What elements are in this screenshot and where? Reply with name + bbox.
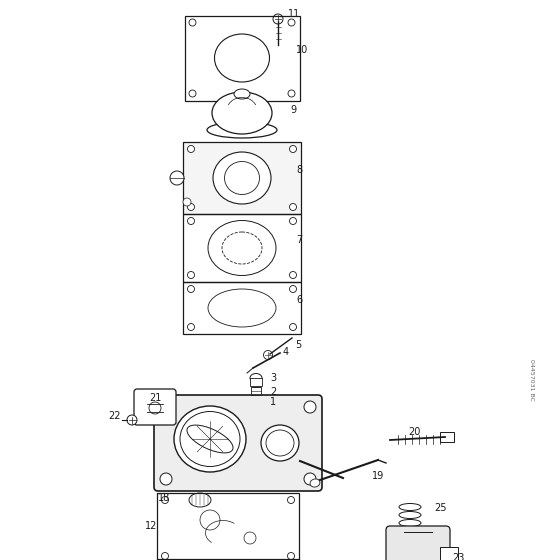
- Text: 23: 23: [452, 553, 464, 560]
- Ellipse shape: [261, 425, 299, 461]
- Text: 6: 6: [296, 295, 302, 305]
- Text: 12: 12: [145, 521, 157, 531]
- Text: 7: 7: [296, 235, 302, 245]
- Circle shape: [273, 14, 283, 24]
- Circle shape: [290, 324, 296, 330]
- Circle shape: [264, 351, 273, 360]
- Ellipse shape: [250, 374, 262, 382]
- Bar: [183, 282, 301, 334]
- Circle shape: [189, 90, 196, 97]
- Text: 5: 5: [295, 340, 301, 350]
- Circle shape: [290, 146, 296, 152]
- Circle shape: [161, 553, 169, 559]
- Circle shape: [290, 286, 296, 292]
- Text: 22: 22: [108, 411, 120, 421]
- Circle shape: [288, 90, 295, 97]
- Ellipse shape: [170, 171, 184, 185]
- Ellipse shape: [213, 152, 271, 204]
- Text: 4: 4: [283, 347, 289, 357]
- Circle shape: [188, 146, 194, 152]
- Ellipse shape: [214, 34, 269, 82]
- Bar: [183, 214, 301, 282]
- Circle shape: [287, 553, 295, 559]
- Circle shape: [149, 402, 161, 414]
- FancyBboxPatch shape: [154, 395, 322, 491]
- Ellipse shape: [174, 406, 246, 472]
- Circle shape: [189, 19, 196, 26]
- Circle shape: [290, 272, 296, 278]
- Ellipse shape: [212, 92, 272, 134]
- Text: 25: 25: [434, 503, 446, 513]
- FancyBboxPatch shape: [386, 526, 450, 560]
- Ellipse shape: [310, 479, 320, 487]
- Text: 2: 2: [270, 387, 276, 397]
- Ellipse shape: [234, 89, 250, 99]
- Circle shape: [183, 198, 191, 206]
- Bar: [251, 387, 261, 399]
- Circle shape: [188, 286, 194, 292]
- Circle shape: [288, 19, 295, 26]
- Ellipse shape: [208, 221, 276, 276]
- Ellipse shape: [245, 398, 267, 407]
- Circle shape: [304, 473, 316, 485]
- Circle shape: [188, 272, 194, 278]
- Text: 8: 8: [296, 165, 302, 175]
- Bar: [183, 142, 301, 214]
- Ellipse shape: [208, 289, 276, 327]
- Text: 21: 21: [149, 393, 161, 403]
- Ellipse shape: [251, 399, 261, 404]
- Circle shape: [127, 415, 137, 425]
- Bar: [157, 493, 299, 560]
- Text: 9: 9: [290, 105, 296, 115]
- Text: 18: 18: [158, 493, 170, 503]
- Text: 19: 19: [372, 471, 384, 481]
- Circle shape: [290, 203, 296, 211]
- Circle shape: [304, 401, 316, 413]
- Circle shape: [188, 217, 194, 225]
- Bar: [157, 559, 299, 560]
- Bar: [440, 547, 458, 560]
- Circle shape: [161, 497, 169, 503]
- Text: 1: 1: [270, 397, 276, 407]
- Circle shape: [188, 203, 194, 211]
- Ellipse shape: [207, 122, 277, 138]
- Text: 04457031 BC: 04457031 BC: [530, 359, 534, 401]
- Text: 3: 3: [270, 373, 276, 383]
- FancyBboxPatch shape: [134, 389, 176, 425]
- Text: 11: 11: [288, 9, 300, 19]
- Bar: [440, 432, 454, 442]
- Circle shape: [188, 324, 194, 330]
- Ellipse shape: [189, 493, 211, 507]
- Circle shape: [287, 497, 295, 503]
- Circle shape: [290, 217, 296, 225]
- Bar: [184, 16, 300, 100]
- Text: 20: 20: [408, 427, 421, 437]
- Circle shape: [160, 473, 172, 485]
- Circle shape: [160, 401, 172, 413]
- Text: 10: 10: [296, 45, 308, 55]
- Bar: [250, 378, 262, 386]
